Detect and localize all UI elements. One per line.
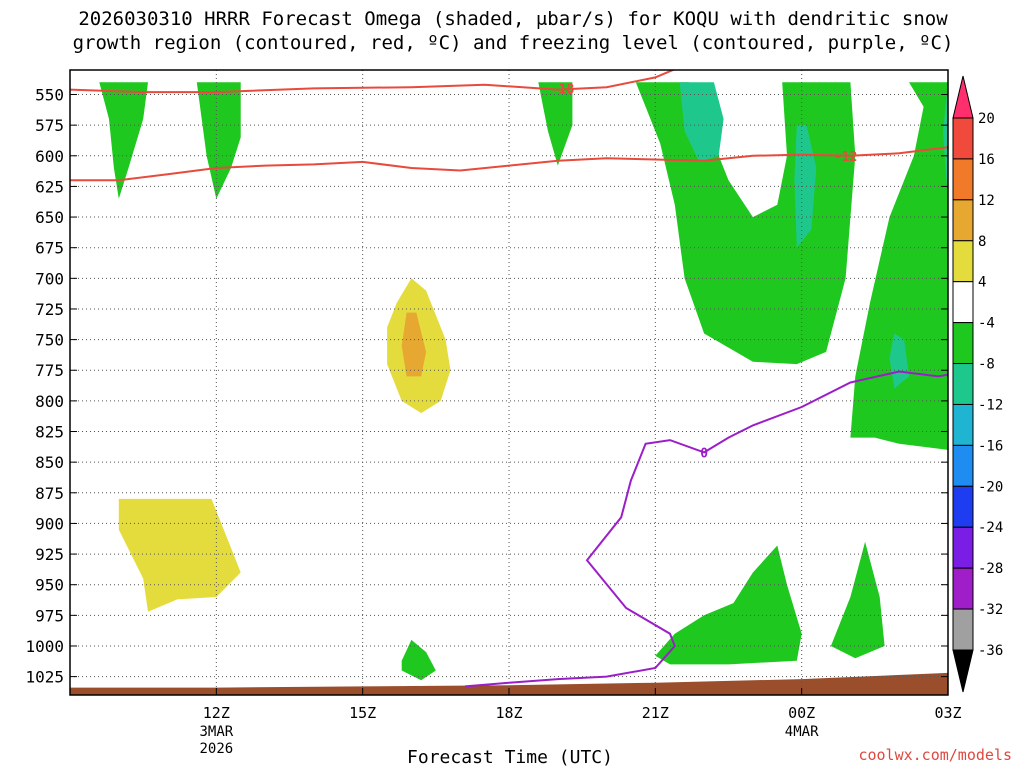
y-tick-label-1000: 1000 bbox=[25, 637, 64, 656]
y-tick-label-700: 700 bbox=[35, 269, 64, 288]
colorbar-box-12 bbox=[952, 608, 974, 651]
colorbar-box-4 bbox=[952, 281, 974, 324]
omega-region-7 bbox=[943, 82, 948, 420]
omega-region-15 bbox=[401, 639, 436, 681]
colorbar-box-5 bbox=[952, 322, 974, 365]
colorbar-label-5: -4 bbox=[978, 316, 995, 332]
y-tick-label-775: 775 bbox=[35, 361, 64, 380]
colorbar-top-arrow bbox=[952, 75, 974, 119]
y-tick-label-825: 825 bbox=[35, 423, 64, 442]
omega-region-13 bbox=[401, 312, 427, 377]
omega-region-16 bbox=[655, 545, 802, 665]
y-tick-label-625: 625 bbox=[35, 177, 64, 196]
chart-title-line-1: 2026030310 HRRR Forecast Omega (shaded, … bbox=[78, 8, 948, 30]
colorbar-label-13: -36 bbox=[978, 643, 1003, 659]
colorbar: 20 16 12 8 4 -4 -8 -12 -16 -20 -24 -28 -32 -36 bbox=[952, 75, 1003, 693]
colorbar-box-1 bbox=[952, 158, 974, 201]
x-tick-label-15Z: 15Z bbox=[349, 704, 376, 722]
colorbar-label-8: -16 bbox=[978, 438, 1003, 454]
x-axis-label: Forecast Time (UTC) bbox=[407, 747, 613, 768]
chart-title-line-2: growth region (contoured, red, ºC) and f… bbox=[73, 32, 954, 54]
x-tick-label-03Z: 03Z bbox=[934, 704, 961, 722]
colorbar-label-6: -8 bbox=[978, 357, 995, 373]
terrain-fill bbox=[70, 672, 948, 695]
x-tick-label-12Z: 12Z bbox=[203, 704, 230, 722]
x-tick-label-21Z: 21Z bbox=[642, 704, 669, 722]
y-tick-label-575: 575 bbox=[35, 116, 64, 135]
y-tick-label-750: 750 bbox=[35, 331, 64, 350]
y-tick-label-875: 875 bbox=[35, 484, 64, 503]
colorbar-label-12: -32 bbox=[978, 602, 1003, 618]
y-tick-label-1025: 1025 bbox=[25, 668, 64, 687]
colorbar-box-10 bbox=[952, 526, 974, 569]
colorbar-label-3: 8 bbox=[978, 234, 986, 250]
omega-region-17 bbox=[830, 541, 885, 659]
y-tick-label-925: 925 bbox=[35, 545, 64, 564]
omega-region-6 bbox=[850, 82, 948, 506]
colorbar-box-0 bbox=[952, 117, 974, 160]
colorbar-box-8 bbox=[952, 444, 974, 487]
dgz-upper-contour-label: -18 bbox=[551, 82, 575, 97]
omega-region-0 bbox=[99, 82, 148, 199]
colorbar-box-6 bbox=[952, 363, 974, 405]
colorbar-label-2: 12 bbox=[978, 193, 995, 209]
x-tick-date-12Z: 3MAR bbox=[199, 724, 233, 740]
x-tick-date-00Z: 4MAR bbox=[785, 724, 819, 740]
omega-region-4 bbox=[679, 82, 724, 162]
colorbar-label-10: -24 bbox=[978, 520, 1003, 536]
colorbar-label-9: -20 bbox=[978, 479, 1003, 495]
colorbar-label-1: 16 bbox=[978, 152, 995, 168]
y-tick-label-725: 725 bbox=[35, 300, 64, 319]
y-tick-label-850: 850 bbox=[35, 453, 64, 472]
colorbar-box-3 bbox=[952, 240, 974, 283]
colorbar-label-7: -12 bbox=[978, 397, 1003, 413]
omega-region-8 bbox=[889, 333, 909, 389]
y-tick-label-900: 900 bbox=[35, 514, 64, 533]
colorbar-bottom-arrow bbox=[952, 649, 974, 693]
contour-lines: -18 -12 0 bbox=[70, 70, 948, 688]
y-tick-label-600: 600 bbox=[35, 147, 64, 166]
freezing_level_0C bbox=[465, 370, 948, 688]
dgz-lower-contour-label: -12 bbox=[834, 150, 857, 165]
credit-text: coolwx.com/models bbox=[858, 746, 1012, 764]
x-tick-label-18Z: 18Z bbox=[495, 704, 522, 722]
dgz_-18C_line bbox=[70, 70, 676, 94]
colorbar-box-2 bbox=[952, 199, 974, 242]
y-tick-label-550: 550 bbox=[35, 86, 64, 105]
freezing-contour-label: 0 bbox=[700, 446, 708, 461]
y-tick-label-975: 975 bbox=[35, 606, 64, 625]
colorbar-box-9 bbox=[952, 485, 974, 528]
colorbar-label-0: 20 bbox=[978, 111, 995, 127]
colorbar-box-11 bbox=[952, 567, 974, 610]
y-tick-label-950: 950 bbox=[35, 576, 64, 595]
omega-region-1 bbox=[196, 82, 241, 199]
y-tick-label-675: 675 bbox=[35, 239, 64, 258]
colorbar-label-4: 4 bbox=[978, 275, 986, 291]
y-tick-label-650: 650 bbox=[35, 208, 64, 227]
x-tick-label-00Z: 00Z bbox=[788, 704, 815, 722]
colorbar-box-7 bbox=[952, 403, 974, 446]
colorbar-label-11: -28 bbox=[978, 561, 1003, 577]
omega-region-14 bbox=[118, 498, 241, 612]
y-tick-label-800: 800 bbox=[35, 392, 64, 411]
omega-region-2 bbox=[538, 82, 573, 166]
dgz_-12C_line bbox=[70, 146, 948, 182]
axes: 550 575 600 625 650 675 700 725 750 775 800 825 850 8… bbox=[25, 69, 962, 757]
x-tick-year-12Z: 2026 bbox=[199, 741, 233, 757]
